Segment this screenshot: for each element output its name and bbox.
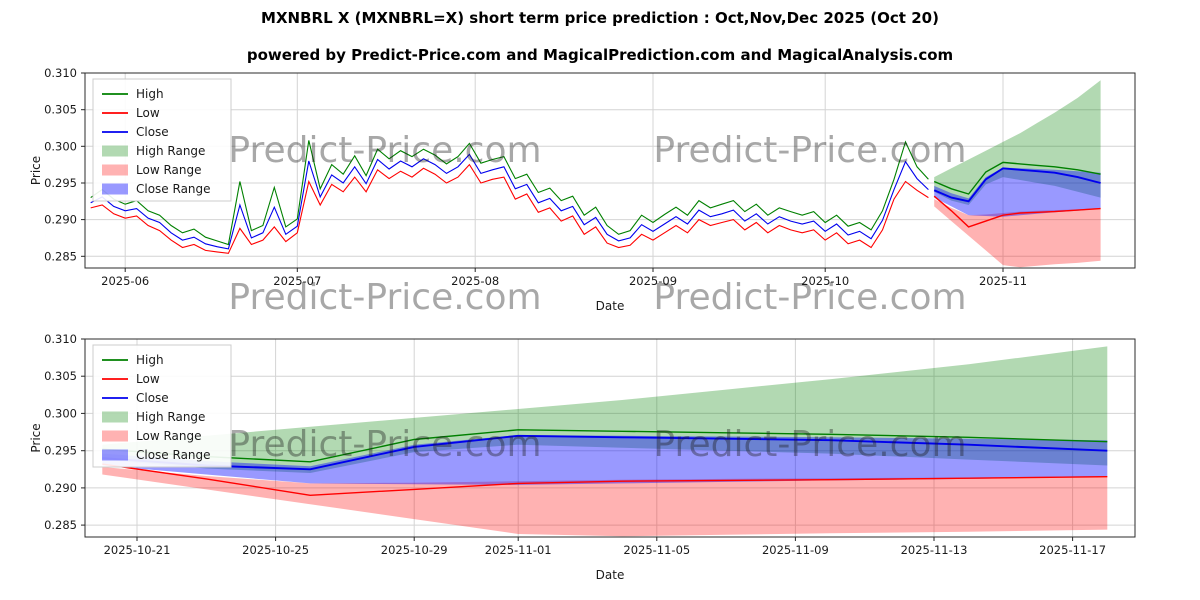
y-axis-label: Price: [29, 156, 43, 185]
x-tick-label: 2025-10-29: [381, 543, 448, 557]
y-tick-label: 0.310: [44, 66, 77, 80]
legend-label: Close Range: [136, 448, 211, 462]
low-range-legend-swatch: [102, 164, 128, 176]
close-history-line: [90, 153, 929, 250]
low-range-legend-swatch: [102, 430, 128, 442]
watermark-text: Predict-Price.com: [228, 277, 541, 318]
y-tick-label: 0.290: [44, 481, 77, 495]
top-chart: 0.285 0.290 0.295 0.300 0.305 0.310 2025-06 202…: [29, 66, 1136, 313]
x-tick-label: 2025-11-17: [1039, 543, 1106, 557]
x-tick-label: 2025-07: [273, 274, 321, 288]
x-tick-label: 2025-09: [629, 274, 677, 288]
x-tick-label: 2025-06: [101, 274, 149, 288]
figure-title: MXNBRL X (MXNBRL=X) short term price pre…: [261, 9, 939, 27]
x-tick-label: 2025-10-21: [104, 543, 171, 557]
close-range-band: [102, 435, 1108, 485]
watermark-text: Predict-Price.com: [653, 424, 966, 465]
legend-label: Close: [136, 391, 169, 405]
legend: High Low Close High Range Low Range Close Ran…: [92, 78, 232, 202]
y-tick-label: 0.300: [44, 139, 77, 153]
legend-label: Low Range: [136, 429, 201, 443]
legend: High Low Close High Range Low Range Close Ran…: [92, 344, 232, 468]
watermark-text: Predict-Price.com: [653, 277, 966, 318]
legend-label: Close Range: [136, 182, 211, 196]
legend-label: Low Range: [136, 163, 201, 177]
y-axis-label: Price: [29, 423, 43, 452]
legend-label: High: [136, 87, 164, 101]
y-tick-label: 0.285: [44, 518, 77, 532]
x-tick-label: 2025-11: [979, 274, 1027, 288]
x-tick-label: 2025-11-13: [901, 543, 968, 557]
tick-labels: 0.285 0.290 0.295 0.300 0.305 0.310 2025-10-21…: [44, 332, 1106, 557]
watermark-text: Predict-Price.com: [653, 130, 966, 171]
close-forecast-line: [933, 167, 1101, 203]
x-tick-label: 2025-11-09: [762, 543, 829, 557]
legend-label: High Range: [136, 144, 205, 158]
legend-label: High Range: [136, 410, 205, 424]
bottom-chart: 0.285 0.290 0.295 0.300 0.305 0.310 2025-10-21…: [29, 332, 1136, 582]
y-tick-label: 0.305: [44, 369, 77, 383]
x-axis-label: Date: [596, 568, 625, 582]
high-range-legend-swatch: [102, 145, 128, 157]
low-history-line: [90, 163, 929, 254]
legend-label: Close: [136, 125, 169, 139]
x-tick-label: 2025-10: [801, 274, 849, 288]
low-forecast-line: [933, 195, 1101, 228]
axes-frame: [84, 338, 1136, 538]
low-range-band: [102, 467, 1108, 537]
high-range-legend-swatch: [102, 411, 128, 423]
close-range-legend-swatch: [102, 183, 128, 195]
axes-frame: [84, 72, 1136, 269]
x-axis-label: Date: [596, 299, 625, 313]
watermark-text: Predict-Price.com: [228, 130, 541, 171]
y-tick-label: 0.295: [44, 176, 77, 190]
y-tick-label: 0.300: [44, 406, 77, 420]
y-tick-label: 0.285: [44, 249, 77, 263]
close-range-legend-swatch: [102, 449, 128, 461]
legend-label: Low: [136, 372, 160, 386]
tick-labels: 0.285 0.290 0.295 0.300 0.305 0.310 2025-06 202…: [44, 66, 1027, 288]
figure-subtitle: powered by Predict-Price.com and Magical…: [246, 46, 954, 64]
low-forecast-line: [102, 463, 1108, 497]
x-tick-label: 2025-08: [451, 274, 499, 288]
x-tick-label: 2025-11-05: [623, 543, 690, 557]
low-range-band: [934, 199, 1101, 268]
y-tick-label: 0.290: [44, 213, 77, 227]
close-range-band: [934, 167, 1101, 217]
watermark-text: Predict-Price.com: [228, 424, 541, 465]
y-tick-label: 0.295: [44, 444, 77, 458]
high-forecast-line: [933, 161, 1101, 195]
x-tick-label: 2025-10-25: [242, 543, 309, 557]
y-tick-label: 0.305: [44, 103, 77, 117]
legend-label: High: [136, 353, 164, 367]
close-forecast-line: [102, 434, 1108, 471]
high-forecast-line: [102, 429, 1108, 463]
y-tick-label: 0.310: [44, 332, 77, 346]
high-history-line: [90, 140, 929, 246]
legend-label: Low: [136, 106, 160, 120]
x-tick-label: 2025-11-01: [485, 543, 552, 557]
